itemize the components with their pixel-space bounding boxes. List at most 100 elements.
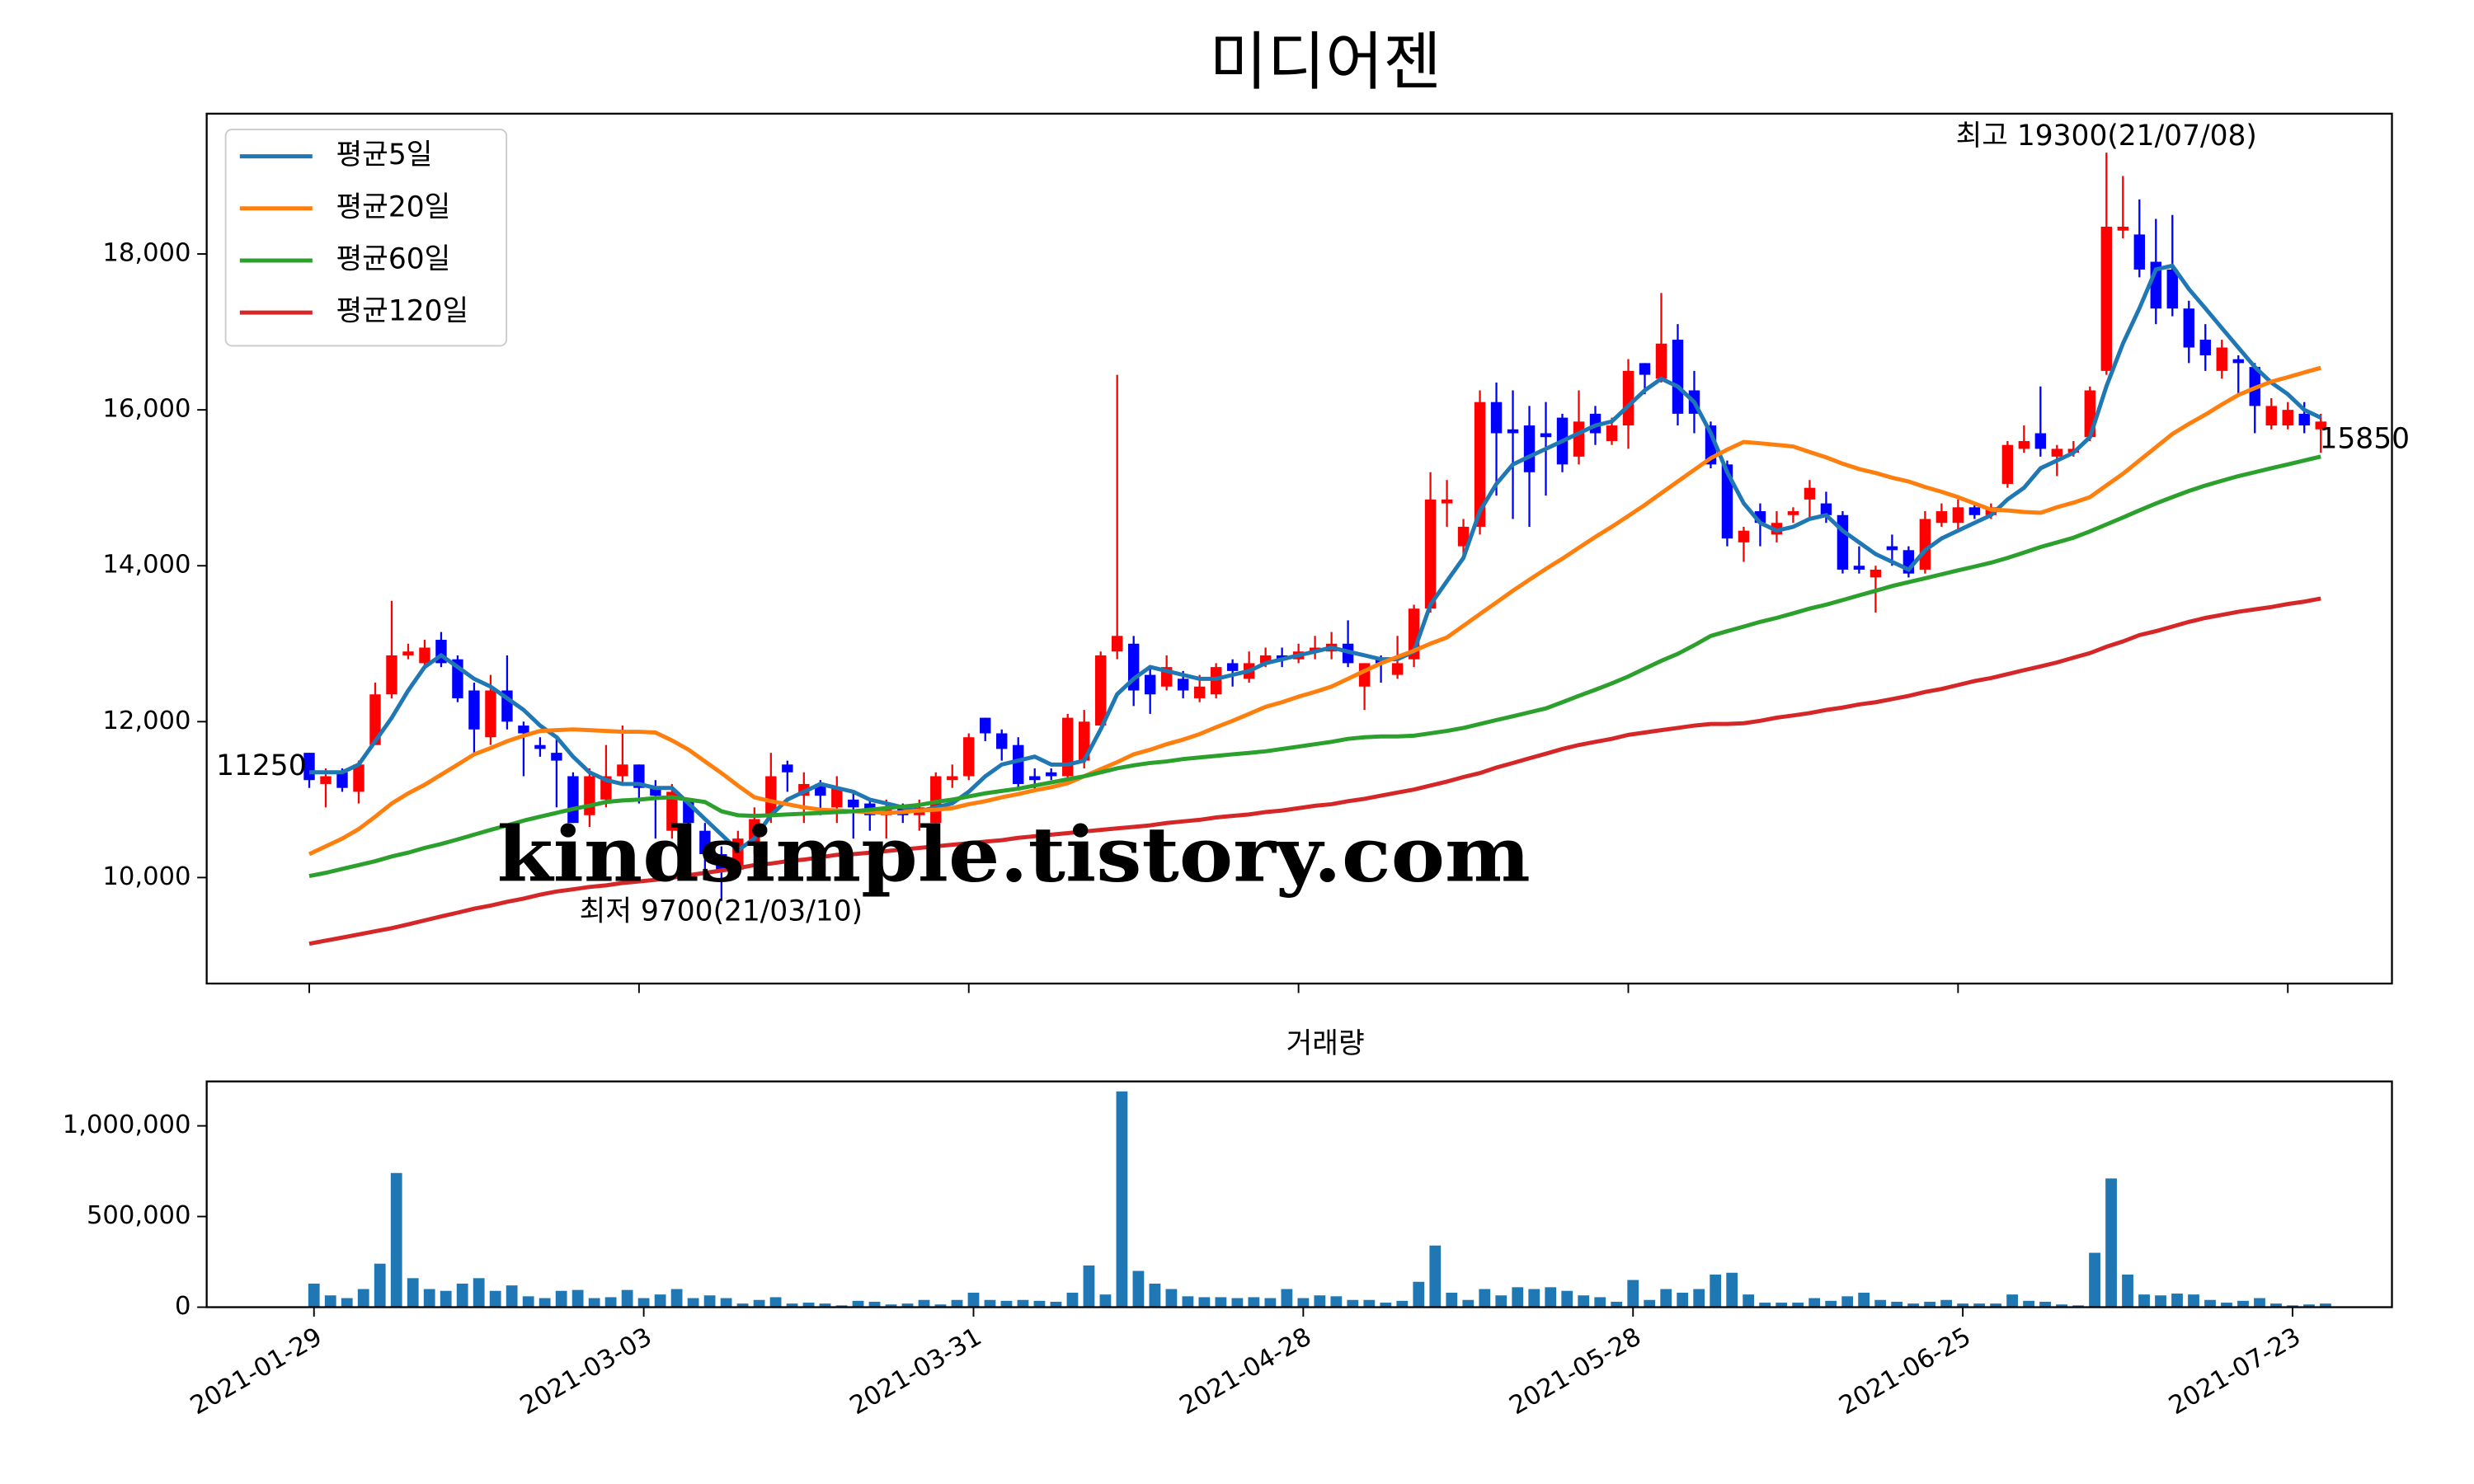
volume-bar	[1000, 1300, 1013, 1308]
volume-bar	[1743, 1294, 1755, 1308]
volume-bar	[604, 1297, 617, 1308]
candle-body	[2315, 421, 2326, 430]
watermark: kindsimple.tistory.com	[497, 810, 1531, 899]
volume-bar	[1017, 1299, 1029, 1308]
volume-bar	[1858, 1292, 1870, 1308]
volume-bar	[1413, 1281, 1425, 1308]
volume-bar	[2171, 1294, 2183, 1308]
volume-bar	[1776, 1303, 1788, 1308]
candle-body	[699, 830, 711, 855]
ma-line	[308, 454, 2321, 879]
volume-bar	[440, 1290, 452, 1308]
plot-frame	[205, 112, 2393, 985]
value-label: 11250	[216, 749, 307, 782]
volume-bar	[2221, 1303, 2232, 1308]
volume-bar	[2237, 1300, 2249, 1308]
candle-body	[2001, 444, 2014, 484]
volume-bar	[621, 1289, 633, 1308]
volume-bar	[1561, 1290, 1573, 1308]
plot-frame	[205, 1080, 2393, 1308]
candle-body	[1853, 566, 1865, 570]
candle-body	[765, 776, 777, 815]
volume-bar	[670, 1289, 683, 1308]
volume-title: 거래량	[1286, 1027, 1365, 1060]
volume-bar	[1891, 1301, 1903, 1308]
volume-bar	[1545, 1287, 1557, 1308]
candle-body	[386, 655, 397, 695]
volume-bar	[637, 1298, 650, 1308]
candle-body	[518, 726, 529, 734]
candle-body	[1424, 499, 1437, 609]
ma-line	[308, 365, 2321, 857]
volume-bar	[1907, 1303, 1920, 1308]
volume-bar	[1149, 1283, 1161, 1308]
candle-body	[963, 737, 975, 777]
candle-body	[2232, 359, 2244, 364]
legend-label: 평균60일	[336, 242, 451, 275]
volume-bar	[1231, 1298, 1244, 1308]
candle-body	[1721, 464, 1733, 539]
ma-line	[309, 263, 2322, 853]
candle-body	[2034, 433, 2047, 449]
volume-bar	[1198, 1297, 1211, 1308]
volume-bar	[1182, 1296, 1194, 1308]
volume-bar	[1808, 1298, 1821, 1308]
chart-title: 미디어젠	[1209, 26, 1442, 99]
candle-body	[1787, 511, 1799, 515]
volume-bar	[473, 1278, 485, 1308]
volume-bar	[2254, 1298, 2265, 1308]
candle-body	[1391, 663, 1404, 675]
volume-bar	[341, 1298, 353, 1308]
candle-body	[1259, 655, 1272, 664]
candle-body	[1226, 663, 1239, 671]
volume-bar	[1990, 1303, 2001, 1308]
candle-body	[1193, 686, 1206, 698]
candle-body	[2282, 410, 2293, 426]
volume-bar	[2204, 1299, 2216, 1308]
volume-bar	[1248, 1297, 1260, 1308]
volume-bar	[423, 1289, 435, 1308]
volume-bar	[934, 1304, 947, 1308]
candle-body	[1523, 425, 1536, 472]
volume-bar	[2138, 1294, 2150, 1308]
volume-bar	[390, 1172, 402, 1308]
candle-body	[848, 799, 859, 808]
volume-bar	[1759, 1303, 1771, 1308]
volume-bar	[407, 1278, 419, 1308]
volume-bar	[1924, 1301, 1936, 1308]
candle-body	[716, 854, 727, 870]
value-label: 15850	[2320, 423, 2411, 456]
candle-body	[1062, 717, 1074, 777]
candle-body	[1968, 507, 1981, 515]
volume-bar	[2303, 1304, 2315, 1308]
volume-bar	[2089, 1252, 2100, 1308]
y-tick-label: 500,000	[87, 1201, 191, 1230]
volume-bar	[1693, 1289, 1705, 1308]
volume-bar	[2155, 1295, 2166, 1308]
volume-bar	[654, 1294, 666, 1308]
volume-bar	[1611, 1301, 1623, 1308]
volume-bar	[1479, 1289, 1491, 1308]
candle-body	[1870, 569, 1882, 578]
volume-bar	[753, 1299, 765, 1308]
volume-bar	[1957, 1303, 1968, 1308]
volume-bar	[819, 1303, 831, 1308]
volume-bar	[1347, 1299, 1359, 1308]
candle-body	[1655, 343, 1667, 379]
y-tick-label: 12,000	[102, 707, 190, 735]
candle-body	[534, 744, 546, 749]
volume-bar	[1841, 1296, 1854, 1308]
candle-body	[2216, 347, 2227, 371]
volume-bar	[769, 1297, 782, 1308]
candle-body	[1457, 526, 1470, 547]
candle-body	[1935, 511, 1948, 524]
candle-body	[1094, 655, 1107, 726]
candle-body	[485, 690, 496, 738]
candle-body	[1738, 530, 1750, 542]
volume-bar	[868, 1301, 881, 1308]
volume-bar	[687, 1298, 699, 1308]
y-tick-label: 18,000	[102, 239, 190, 268]
candle-body	[782, 764, 793, 773]
